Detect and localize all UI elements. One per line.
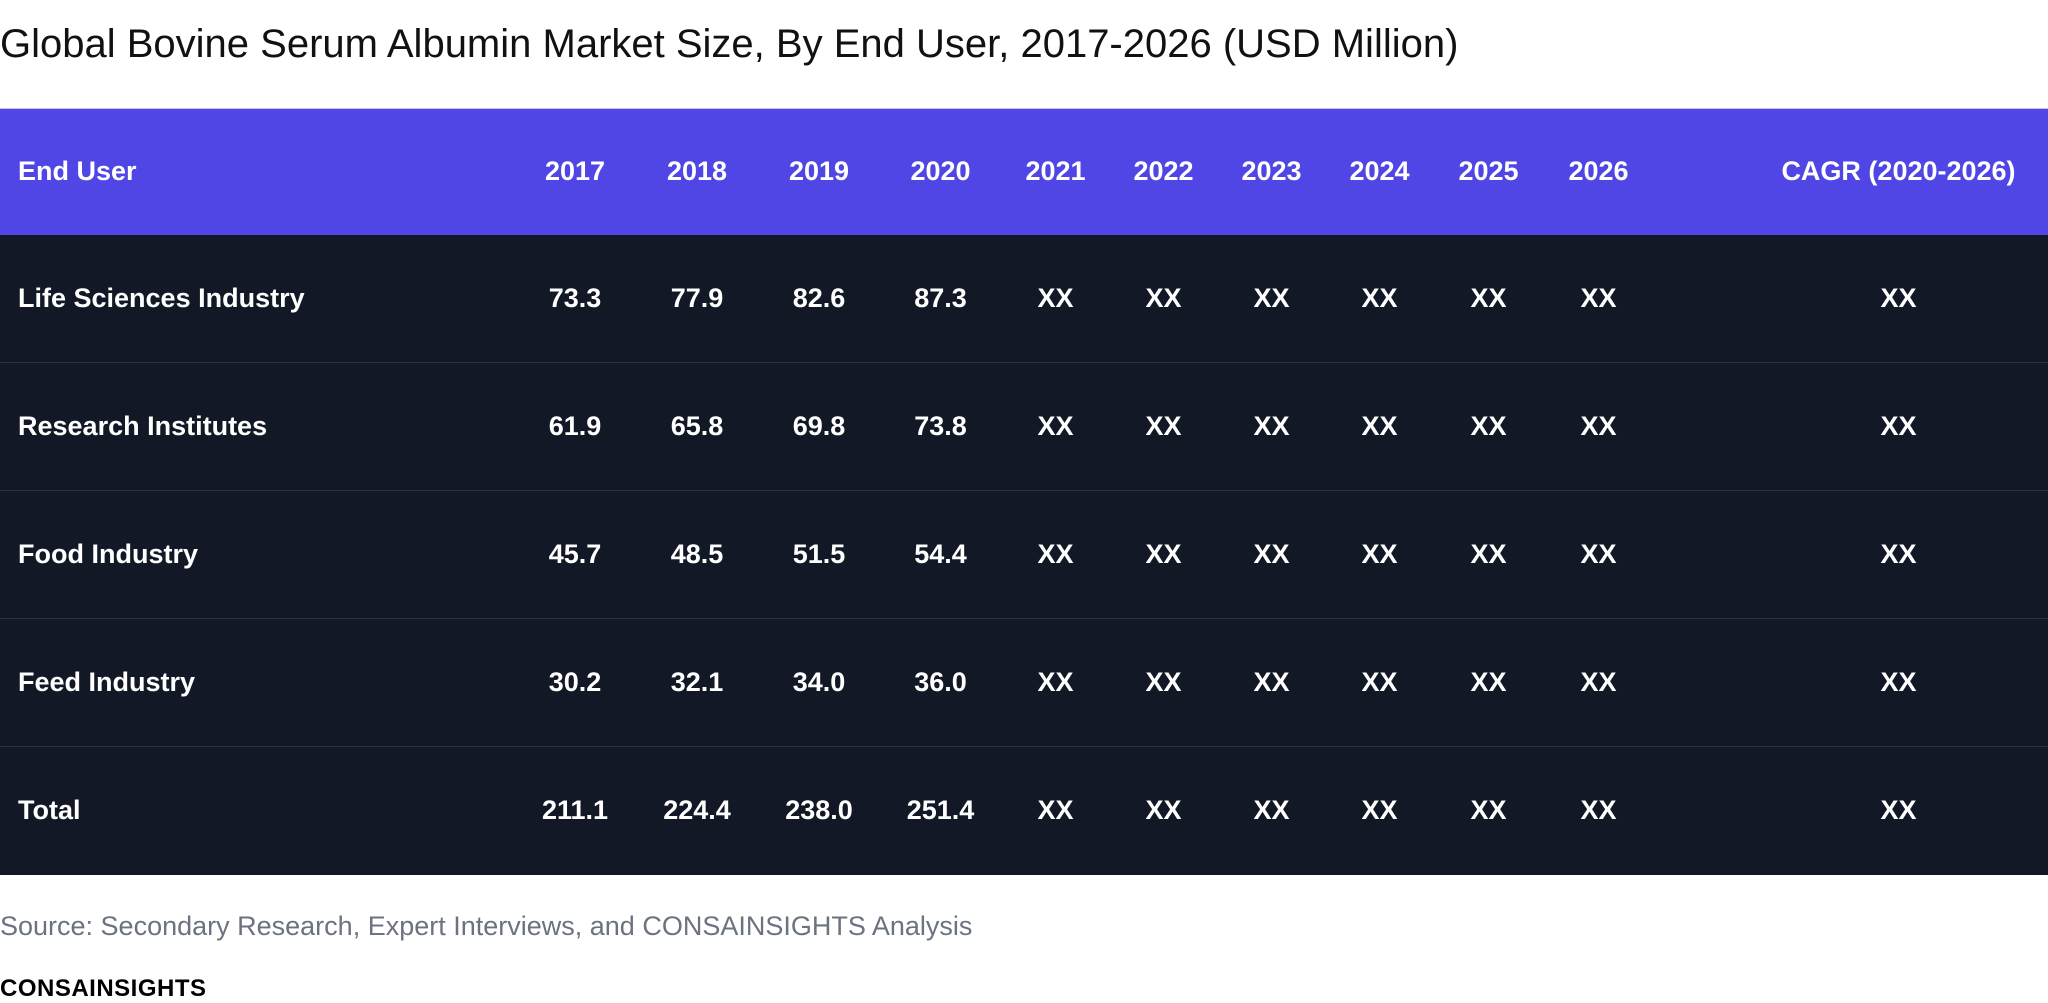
column-header: 2026 bbox=[1548, 108, 1649, 235]
column-header: 2021 bbox=[997, 108, 1114, 235]
column-header: CAGR (2020-2026) bbox=[1649, 108, 2048, 235]
table-cell: 51.5 bbox=[754, 490, 884, 619]
table-cell: 34.0 bbox=[754, 618, 884, 747]
table-cell: XX bbox=[1213, 362, 1330, 491]
table-cell: XX bbox=[1429, 746, 1548, 875]
table-cell: XX bbox=[1470, 282, 1507, 313]
column-header: 2019 bbox=[754, 108, 884, 235]
row-label: Life Sciences Industry bbox=[18, 282, 305, 313]
table-cell: XX bbox=[1649, 618, 2048, 747]
table-cell: 48.5 bbox=[640, 490, 754, 619]
table-cell: 30.2 bbox=[510, 618, 640, 747]
table-cell: 73.8 bbox=[884, 362, 997, 491]
table-cell: XX bbox=[1429, 490, 1548, 619]
market-size-table: End User 2017 2018 2019 2020 2021 2022 2023 2024… bbox=[0, 108, 2048, 875]
table-cell: XX bbox=[1548, 618, 1649, 747]
table-cell: XX bbox=[1037, 282, 1074, 313]
table-cell: XX bbox=[1114, 362, 1213, 491]
table-cell: XX bbox=[997, 746, 1114, 875]
column-header: End User bbox=[0, 108, 510, 235]
table-row: Total 211.1 224.4 238.0 251.4 XX XX XX XX XX XX XX bbox=[0, 746, 2048, 875]
table-cell: XX bbox=[1429, 618, 1548, 747]
table-row: Research Institutes 61.9 65.8 69.8 73.8 XX XX X… bbox=[0, 362, 2048, 491]
table-cell: XX bbox=[1330, 362, 1429, 491]
table-cell: XX bbox=[1649, 490, 2048, 619]
table-cell: XX bbox=[1213, 490, 1330, 619]
table-cell: XX bbox=[1548, 490, 1649, 619]
table-cell: XX bbox=[1361, 282, 1398, 313]
table-cell: 211.1 bbox=[510, 746, 640, 875]
column-header: 2018 bbox=[640, 108, 754, 235]
table-cell: XX bbox=[1213, 746, 1330, 875]
table-cell: XX bbox=[1253, 282, 1290, 313]
table-cell: XX bbox=[1330, 746, 1429, 875]
table-cell: XX bbox=[1145, 282, 1182, 313]
table-cell: 36.0 bbox=[884, 618, 997, 747]
table-cell: XX bbox=[997, 490, 1114, 619]
table-cell: 54.4 bbox=[884, 490, 997, 619]
table-cell: XX bbox=[1114, 746, 1213, 875]
table-cell: XX bbox=[1114, 618, 1213, 747]
table-row: Life Sciences Industry 73.3 77.9 82.6 87.3 XX… bbox=[0, 234, 2048, 363]
table-cell: XX bbox=[1114, 490, 1213, 619]
row-label: Research Institutes bbox=[0, 362, 510, 491]
table-cell: XX bbox=[1880, 282, 1917, 313]
row-label: Total bbox=[0, 746, 510, 875]
column-header: 2020 bbox=[884, 108, 997, 235]
table-cell: XX bbox=[1429, 362, 1548, 491]
brand-logo: CONSAINSIGHTS bbox=[0, 975, 207, 1002]
table-cell: 82.6 bbox=[792, 282, 846, 313]
table-header-row: End User 2017 2018 2019 2020 2021 2022 2023 2024… bbox=[0, 108, 2048, 235]
row-label: Food Industry bbox=[0, 490, 510, 619]
table-row: Feed Industry 30.2 32.1 34.0 36.0 XX XX XX XX XX X… bbox=[0, 618, 2048, 747]
table-cell: XX bbox=[1580, 282, 1617, 313]
column-header: 2023 bbox=[1213, 108, 1330, 235]
table-cell: 65.8 bbox=[640, 362, 754, 491]
table-cell: XX bbox=[1330, 490, 1429, 619]
table-cell: 61.9 bbox=[510, 362, 640, 491]
table-cell: XX bbox=[997, 618, 1114, 747]
table-cell: 87.3 bbox=[914, 282, 967, 313]
table-cell: XX bbox=[997, 362, 1114, 491]
column-header: 2022 bbox=[1114, 108, 1213, 235]
table-cell: XX bbox=[1213, 618, 1330, 747]
table-cell: XX bbox=[1330, 618, 1429, 747]
table-cell: 69.8 bbox=[754, 362, 884, 491]
table-row: Food Industry 45.7 48.5 51.5 54.4 XX XX XX XX XX X… bbox=[0, 490, 2048, 619]
table-cell: 251.4 bbox=[884, 746, 997, 875]
table-cell: XX bbox=[1548, 746, 1649, 875]
table-cell: 45.7 bbox=[510, 490, 640, 619]
table-cell: 73.3 bbox=[548, 282, 602, 313]
row-label: Feed Industry bbox=[0, 618, 510, 747]
source-note: Source: Secondary Research, Expert Inter… bbox=[0, 911, 973, 941]
column-header: 2025 bbox=[1429, 108, 1548, 235]
table-cell: 238.0 bbox=[754, 746, 884, 875]
table-cell: 224.4 bbox=[640, 746, 754, 875]
page-title: Global Bovine Serum Albumin Market Size,… bbox=[0, 22, 1459, 66]
table-cell: 77.9 bbox=[670, 282, 724, 313]
column-header: 2017 bbox=[510, 108, 640, 235]
table-cell: 32.1 bbox=[640, 618, 754, 747]
table-cell: XX bbox=[1649, 746, 2048, 875]
column-header: 2024 bbox=[1330, 108, 1429, 235]
table-cell: XX bbox=[1548, 362, 1649, 491]
table-cell: XX bbox=[1649, 362, 2048, 491]
